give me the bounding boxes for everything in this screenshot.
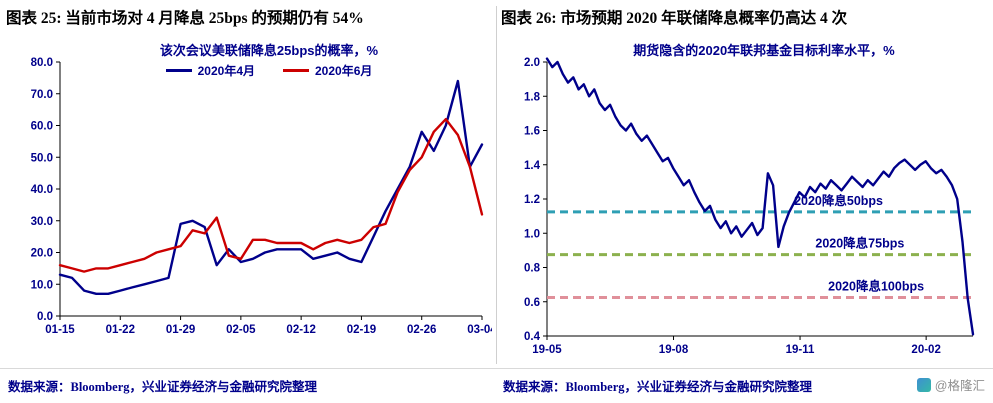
panel-divider <box>496 6 497 364</box>
chart-25-source: 数据来源：Bloomberg，兴业证券经济与金融研究院整理 <box>8 380 318 394</box>
svg-text:1.2: 1.2 <box>524 194 540 206</box>
chart-26-source: 数据来源：Bloomberg，兴业证券经济与金融研究院整理 <box>503 380 813 394</box>
svg-text:01-29: 01-29 <box>166 324 195 336</box>
svg-text:2020降息100bps: 2020降息100bps <box>828 278 924 293</box>
svg-text:0.8: 0.8 <box>524 263 541 275</box>
svg-text:80.0: 80.0 <box>31 57 53 69</box>
chart-25-header: 图表 25: 当前市场对 4 月降息 25bps 的预期仍有 54% <box>6 10 364 27</box>
chart-25-title: 该次会议美联储降息25bps的概率，% <box>159 43 379 58</box>
svg-text:70.0: 70.0 <box>31 89 53 101</box>
svg-text:01-22: 01-22 <box>106 324 135 336</box>
legend-label-june: 2020年6月 <box>315 64 373 78</box>
svg-text:01-15: 01-15 <box>45 324 75 336</box>
chart-26-area: 期货隐含的2020年联邦基金目标利率水平，% 0.4 0.6 0.8 1.0 1.2 1.… <box>501 32 987 366</box>
watermark-text: @格隆汇 <box>934 379 985 393</box>
legend-label-april: 2020年4月 <box>197 64 255 78</box>
svg-text:20.0: 20.0 <box>31 248 53 260</box>
gelonghui-logo-icon <box>916 377 931 392</box>
chart-panel-26: 图表 26: 市场预期 2020 年联储降息概率仍高达 4 次 期货隐含的202… <box>501 6 987 366</box>
svg-text:03-04: 03-04 <box>467 324 492 336</box>
svg-text:02-05: 02-05 <box>226 324 256 336</box>
footer-divider <box>0 368 993 369</box>
svg-text:1.4: 1.4 <box>524 160 541 172</box>
svg-text:2.0: 2.0 <box>524 57 540 69</box>
svg-text:02-26: 02-26 <box>407 324 436 336</box>
watermark: @格隆汇 <box>916 375 985 394</box>
svg-text:20-02: 20-02 <box>911 344 940 356</box>
svg-text:19-08: 19-08 <box>659 344 689 356</box>
chart-26-title: 期货隐含的2020年联邦基金目标利率水平，% <box>633 43 895 58</box>
chart-26-header: 图表 26: 市场预期 2020 年联储降息概率仍高达 4 次 <box>501 10 848 27</box>
svg-text:02-12: 02-12 <box>286 324 315 336</box>
svg-text:2020降息75bps: 2020降息75bps <box>815 236 904 251</box>
svg-text:1.8: 1.8 <box>524 91 541 103</box>
svg-text:30.0: 30.0 <box>31 216 53 228</box>
svg-text:19-11: 19-11 <box>786 344 815 356</box>
svg-text:40.0: 40.0 <box>31 184 53 196</box>
svg-text:0.0: 0.0 <box>37 311 53 323</box>
svg-text:10.0: 10.0 <box>31 279 53 291</box>
legend-item-2020-june: 2020年6月 <box>283 62 372 79</box>
svg-text:60.0: 60.0 <box>31 121 53 133</box>
svg-text:2020降息50bps: 2020降息50bps <box>794 193 883 208</box>
chart-panel-25: 图表 25: 当前市场对 4 月降息 25bps 的预期仍有 54% 该次会议美… <box>6 6 492 344</box>
chart-25-area: 该次会议美联储降息25bps的概率，% 2020年4月 2020年6月 0.0 1… <box>6 32 492 344</box>
legend-line-april <box>165 69 192 72</box>
svg-text:0.6: 0.6 <box>524 297 540 309</box>
svg-text:19-05: 19-05 <box>532 344 562 356</box>
svg-text:0.4: 0.4 <box>524 331 541 343</box>
legend-line-june <box>283 69 309 72</box>
svg-text:1.0: 1.0 <box>524 228 540 240</box>
legend-item-2020-april: 2020年4月 <box>165 62 255 79</box>
chart-25-legend: 2020年4月 2020年6月 <box>56 62 482 79</box>
svg-text:50.0: 50.0 <box>31 152 53 164</box>
implied-fed-funds-rate-chart: 0.4 0.6 0.8 1.0 1.2 1.4 1.6 1.8 2.0 19-05 19-08 19-… <box>524 57 975 356</box>
rate-cut-probability-chart: 0.0 10.0 20.0 30.0 40.0 50.0 60.0 70.0 80.0 01-15… <box>31 57 492 336</box>
svg-text:1.6: 1.6 <box>524 126 540 138</box>
svg-text:02-19: 02-19 <box>347 324 376 336</box>
